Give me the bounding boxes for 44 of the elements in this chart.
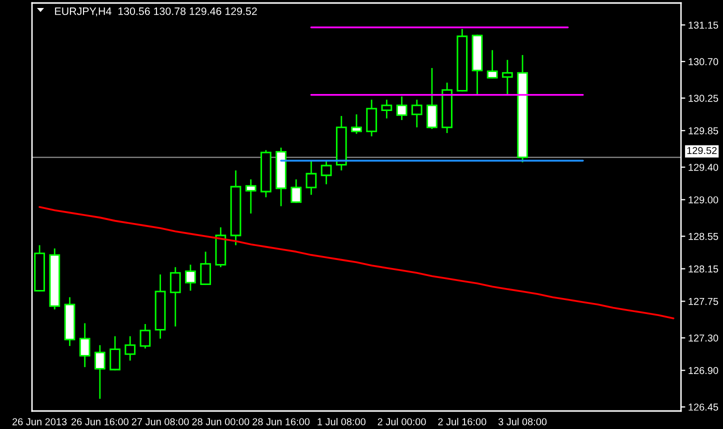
x-tick-label: 28 Jun 16:00 [252, 418, 310, 426]
y-tick-label: 128.55 [688, 232, 718, 240]
ref-line-label: 129.52 [687, 146, 717, 154]
candlestick [245, 178, 256, 214]
y-tick-label: 126.90 [688, 367, 718, 374]
candlestick [502, 59, 513, 95]
candlestick [486, 49, 498, 80]
candlestick [411, 99, 422, 128]
candlestick [426, 67, 438, 130]
y-tick-label: 129.00 [688, 196, 718, 204]
y-tick-label: 131.15 [688, 22, 718, 29]
candlestick [381, 99, 392, 120]
candlestick [366, 99, 378, 137]
candlestick [124, 336, 136, 362]
candlestick [170, 266, 181, 328]
candlestick [396, 96, 408, 121]
y-tick-label: 130.70 [688, 58, 718, 66]
candlestick [306, 160, 317, 196]
candlestick [140, 323, 151, 350]
y-tick-label: 130.25 [688, 94, 718, 102]
x-tick-label: 26 Jun 2013 [12, 418, 67, 426]
candlestick [79, 322, 90, 368]
candlestick [351, 114, 362, 135]
y-tick-label: 129.40 [688, 164, 718, 171]
y-tick-label: 127.30 [688, 334, 718, 342]
x-tick-label: 27 Jun 08:00 [132, 418, 189, 426]
x-tick-label: 3 Jul 08:00 [498, 418, 547, 426]
candlestick [110, 336, 120, 372]
x-tick-label: 26 Jun 16:00 [72, 418, 128, 426]
x-tick-label: 28 Jun 00:00 [192, 418, 250, 426]
candlestick [94, 344, 106, 400]
y-tick-label: 126.45 [688, 404, 718, 411]
y-tick-label: 129.85 [688, 127, 718, 134]
y-tick-label: 127.75 [688, 298, 718, 305]
chart-title: EURJPY,H4 130.56 130.78 129.46 129.52 [55, 7, 257, 16]
candlestick [320, 160, 332, 185]
x-tick-label: 2 Jul 00:00 [378, 418, 426, 426]
candlestick [200, 251, 212, 286]
candlestick [185, 264, 196, 292]
x-tick-label: 2 Jul 16:00 [438, 418, 486, 426]
candlestick [290, 178, 302, 204]
y-tick-label: 128.15 [688, 265, 718, 272]
x-tick-label: 1 Jul 08:00 [318, 418, 366, 426]
line-series [38, 206, 674, 320]
